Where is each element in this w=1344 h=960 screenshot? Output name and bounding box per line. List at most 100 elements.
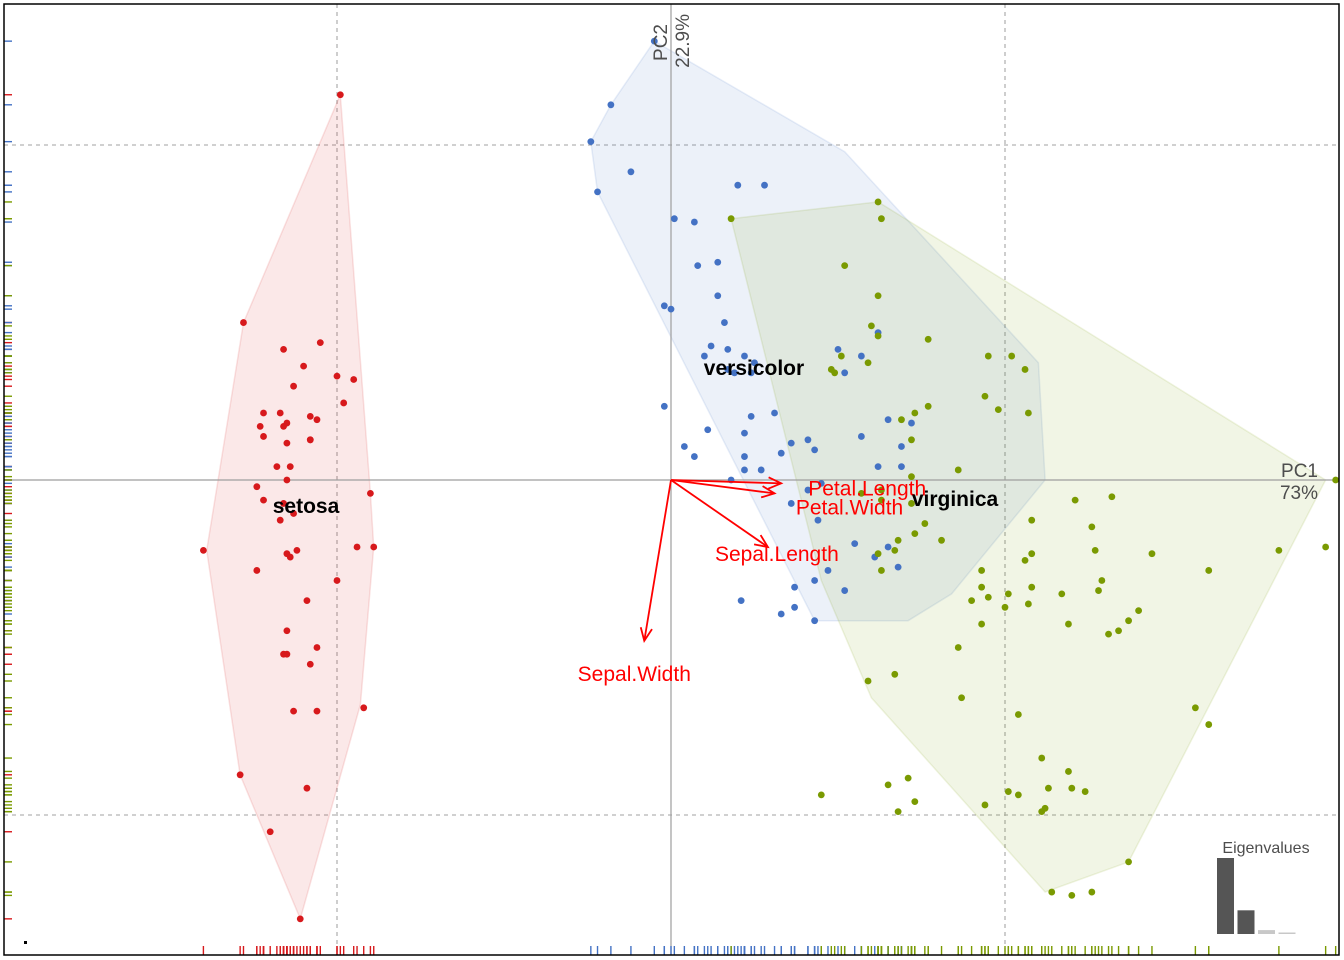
point-versicolor — [747, 369, 755, 377]
point-versicolor — [747, 412, 755, 420]
point-setosa — [306, 412, 314, 420]
group-label-versicolor: versicolor — [704, 357, 804, 380]
point-virginica — [874, 198, 882, 206]
rug-marks — [4, 40, 1337, 955]
point-virginica — [817, 791, 825, 799]
point-virginica — [1108, 493, 1116, 501]
point-setosa — [260, 496, 267, 504]
point-virginica — [911, 530, 919, 537]
point-virginica — [1014, 791, 1022, 799]
point-versicolor — [731, 369, 738, 377]
point-virginica — [1065, 768, 1072, 775]
point-virginica — [891, 670, 899, 678]
pc1-axis-label: PC1 — [1281, 461, 1318, 482]
point-virginica — [1332, 476, 1340, 484]
point-virginica — [868, 322, 875, 330]
point-versicolor — [704, 426, 712, 434]
point-virginica — [981, 801, 989, 809]
point-versicolor — [707, 342, 715, 350]
point-virginica — [978, 583, 986, 591]
point-virginica — [1125, 858, 1132, 866]
point-versicolor — [737, 597, 745, 604]
point-virginica — [1098, 577, 1106, 584]
point-setosa — [283, 627, 291, 635]
point-setosa — [283, 439, 291, 447]
point-virginica — [1024, 600, 1032, 608]
point-virginica — [1068, 892, 1076, 899]
point-virginica — [1105, 630, 1112, 638]
point-versicolor — [884, 543, 892, 551]
point-versicolor — [884, 416, 892, 424]
point-virginica — [1041, 804, 1049, 812]
variable-label-sepal-length: Sepal.Length — [715, 543, 839, 566]
point-virginica — [831, 369, 839, 377]
point-virginica — [908, 436, 915, 444]
point-virginica — [1081, 788, 1089, 795]
point-virginica — [837, 352, 845, 360]
point-setosa — [296, 915, 304, 923]
point-virginica — [1028, 550, 1036, 558]
point-setosa — [290, 707, 297, 715]
eigenvalue-bar — [1237, 910, 1255, 934]
point-virginica — [1088, 888, 1096, 896]
point-setosa — [300, 362, 307, 370]
point-virginica — [878, 496, 885, 504]
plot-frame — [3, 3, 1340, 956]
point-virginica — [1322, 543, 1330, 551]
point-setosa — [313, 644, 321, 651]
point-setosa — [333, 372, 341, 380]
group-hulls — [205, 40, 1327, 922]
point-versicolor — [857, 433, 865, 440]
point-versicolor — [791, 603, 798, 611]
point-versicolor — [670, 215, 678, 223]
point-setosa — [273, 463, 281, 470]
point-virginica — [1071, 496, 1079, 504]
pc1-variance-label: 73% — [1280, 483, 1318, 504]
point-setosa — [303, 784, 311, 792]
eigenvalue-bar — [1217, 858, 1234, 934]
point-versicolor — [741, 466, 748, 474]
point-setosa — [353, 543, 361, 551]
point-versicolor — [811, 617, 819, 625]
point-setosa — [280, 650, 287, 658]
point-virginica — [911, 409, 919, 417]
point-virginica — [908, 500, 915, 507]
point-virginica — [1058, 590, 1066, 598]
point-setosa — [260, 409, 267, 417]
arrow-sepal-width — [643, 479, 672, 641]
point-virginica — [894, 808, 902, 816]
point-virginica — [984, 352, 992, 360]
point-versicolor — [724, 345, 732, 353]
point-setosa — [316, 339, 324, 347]
point-setosa — [336, 91, 344, 99]
point-versicolor — [627, 168, 635, 176]
point-virginica — [1088, 523, 1096, 531]
pc2-variance-label: 22.9% — [673, 14, 694, 68]
point-virginica — [1045, 784, 1052, 792]
point-setosa — [370, 543, 378, 551]
arrowhead-sepal-width — [639, 627, 653, 643]
point-setosa — [286, 463, 294, 470]
point-versicolor — [908, 419, 915, 427]
point-setosa — [306, 660, 314, 668]
point-virginica — [1065, 620, 1072, 628]
point-virginica — [978, 567, 986, 574]
point-setosa — [340, 399, 348, 407]
arrow-sepal-length — [670, 479, 769, 548]
point-virginica — [978, 620, 986, 628]
point-setosa — [253, 567, 261, 574]
arrowhead-sepal-length — [753, 534, 770, 549]
point-virginica — [911, 798, 919, 805]
point-versicolor — [690, 453, 698, 460]
point-setosa — [313, 707, 321, 715]
point-versicolor — [701, 352, 708, 360]
point-setosa — [283, 476, 291, 484]
point-versicolor — [650, 37, 658, 45]
point-virginica — [1148, 550, 1156, 558]
point-virginica — [938, 536, 945, 544]
point-versicolor — [714, 258, 722, 266]
point-virginica — [1028, 583, 1036, 591]
point-versicolor — [607, 101, 615, 109]
point-setosa — [293, 546, 301, 554]
corner-dot — [24, 941, 27, 944]
